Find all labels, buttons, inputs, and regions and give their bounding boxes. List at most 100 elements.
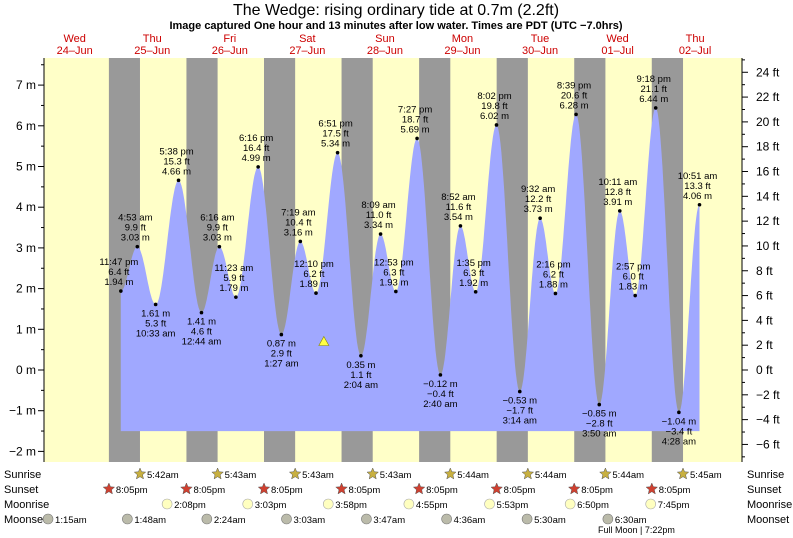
sunset-label-left: Sunset bbox=[4, 484, 38, 496]
right-tick-label: 6 ft bbox=[756, 289, 773, 303]
tide-feet-label: −1.7 ft bbox=[506, 406, 533, 417]
tide-point bbox=[335, 150, 340, 155]
moonset-time: 6:30am bbox=[615, 515, 647, 526]
tide-feet-label: 2.9 ft bbox=[271, 349, 292, 360]
tide-point bbox=[597, 402, 602, 407]
moonset-time: 1:15am bbox=[55, 515, 87, 526]
sunrise-time: 5:43am bbox=[380, 470, 412, 481]
tide-feet-label: 16.4 ft bbox=[243, 143, 270, 154]
sunset-time: 8:05pm bbox=[426, 485, 458, 496]
moonrise-label-left: Moonrise bbox=[4, 499, 49, 511]
sunset-star-icon bbox=[102, 482, 116, 495]
tide-point bbox=[458, 224, 463, 228]
tide-point bbox=[677, 410, 681, 415]
tide-meter-label: 1.88 m bbox=[539, 279, 568, 290]
day-name-label: Wed bbox=[63, 33, 85, 45]
tide-point bbox=[314, 291, 318, 295]
moonset-icon bbox=[281, 513, 292, 525]
moonset-icon bbox=[122, 513, 133, 525]
tide-meter-label: 1.94 m bbox=[104, 277, 133, 288]
tide-time-label: 1:27 am bbox=[264, 359, 298, 370]
tide-point bbox=[415, 136, 419, 141]
right-tick-label: 24 ft bbox=[756, 65, 780, 79]
tide-point bbox=[199, 310, 204, 315]
moonrise-icon bbox=[322, 498, 334, 510]
moonset-label-left: Moonset bbox=[4, 514, 46, 526]
tide-point bbox=[256, 165, 260, 169]
tide-time-label: 10:33 am bbox=[136, 328, 176, 339]
tide-time-label: 3:14 am bbox=[503, 416, 537, 427]
tide-feet-label: 11.0 ft bbox=[366, 210, 392, 221]
tide-curve bbox=[120, 107, 700, 432]
tide-feet-label: 6.3 ft bbox=[463, 268, 484, 279]
row-events: 5:42am 5:43am 5:43am 5:43am 5:44am 5:44am 5:44… bbox=[42, 467, 722, 526]
sunrise-star-icon bbox=[521, 467, 535, 480]
tide-meter-label: 4.99 m bbox=[242, 153, 271, 164]
moonset-icon bbox=[42, 513, 54, 525]
tide-feet-label: −2.8 ft bbox=[586, 419, 613, 430]
left-axis-meters: −2 m −1 m 0 m 1 m 2 m 3 m 4 m 5 m 6 m 7 m bbox=[9, 58, 45, 462]
day-name-label: Fri bbox=[223, 33, 236, 45]
tide-time-label: 5:38 pm bbox=[159, 146, 193, 157]
tide-time-label: 7:27 pm bbox=[398, 104, 432, 115]
day-name-label: Sat bbox=[299, 33, 316, 45]
tide-point bbox=[135, 244, 140, 249]
tide-meter-label: −0.53 m bbox=[502, 396, 537, 407]
tide-meter-label: 3.91 m bbox=[603, 197, 632, 208]
tide-time-label: 4:53 am bbox=[118, 213, 152, 224]
tide-meter-label: −0.85 m bbox=[582, 409, 617, 420]
right-tick-label: 4 ft bbox=[756, 313, 773, 327]
day-date-label: 02–Jul bbox=[679, 45, 711, 57]
sunset-star-icon bbox=[335, 482, 348, 495]
sunrise-time: 5:44am bbox=[535, 470, 567, 481]
tide-point bbox=[473, 290, 478, 294]
tide-meter-label: 6.02 m bbox=[480, 111, 509, 122]
moonset-label-right: Moonset bbox=[747, 514, 789, 526]
sunrise-star-icon bbox=[443, 467, 457, 480]
sun-moon-rows: Sunrise Sunset Moonrise Moonset Sunrise … bbox=[4, 467, 792, 535]
tide-point bbox=[633, 293, 637, 298]
moonrise-time: 2:08pm bbox=[174, 500, 206, 511]
tide-point bbox=[538, 216, 542, 220]
tide-time-label: 8:02 pm bbox=[477, 91, 511, 102]
day-date-label: 26–Jun bbox=[212, 45, 248, 57]
tide-feet-label: 6.4 ft bbox=[108, 267, 129, 278]
moonset-icon bbox=[201, 513, 213, 525]
tide-meter-label: 1.93 m bbox=[379, 277, 408, 288]
tide-meter-label: 6.44 m bbox=[639, 94, 668, 105]
tide-meter-label: 1.83 m bbox=[619, 282, 648, 293]
moonrise-icon bbox=[645, 498, 657, 510]
day-name-label: Sun bbox=[375, 33, 395, 45]
sunset-time: 8:05pm bbox=[581, 485, 613, 496]
right-tick-label: −4 ft bbox=[756, 413, 780, 427]
tide-point bbox=[553, 291, 558, 296]
tide-feet-label: 4.6 ft bbox=[191, 327, 212, 338]
day-labels: Wed24–JunThu25–JunFri26–JunSat27–JunSun2… bbox=[57, 33, 712, 57]
moonset-time: 3:47am bbox=[373, 515, 405, 526]
tide-point bbox=[298, 239, 303, 244]
tide-feet-label: 5.9 ft bbox=[223, 273, 244, 284]
tide-meter-label: 0.35 m bbox=[346, 360, 375, 371]
sunrise-time: 5:43am bbox=[225, 470, 257, 481]
moonrise-label-right: Moonrise bbox=[747, 499, 792, 511]
sunset-time: 8:05pm bbox=[116, 485, 148, 496]
day-name-label: Tue bbox=[531, 33, 550, 45]
tide-events: 11:47 pm6.4 ft1.94 m4:53 am9.9 ft3.03 m1… bbox=[99, 74, 717, 447]
left-tick-label: 6 m bbox=[16, 119, 36, 133]
moonrise-icon bbox=[161, 498, 173, 510]
sunrise-star-icon bbox=[288, 467, 302, 480]
tide-feet-label: 19.8 ft bbox=[481, 101, 508, 112]
sunrise-star-icon bbox=[211, 467, 224, 480]
moonrise-icon bbox=[403, 498, 415, 510]
moonset-icon bbox=[361, 513, 372, 525]
tide-time-label: 10:51 am bbox=[678, 171, 718, 182]
tide-time-label: 6:16 am bbox=[200, 213, 234, 224]
tide-time-label: 2:04 am bbox=[344, 380, 378, 391]
moonrise-time: 7:45pm bbox=[658, 500, 690, 511]
tide-feet-label: 15.3 ft bbox=[163, 156, 190, 167]
left-tick-label: 2 m bbox=[16, 282, 36, 296]
tide-time-label: 12:53 pm bbox=[374, 257, 414, 268]
tide-point bbox=[234, 295, 238, 299]
day-name-label: Thu bbox=[143, 33, 162, 45]
left-tick-label: 0 m bbox=[16, 363, 36, 377]
